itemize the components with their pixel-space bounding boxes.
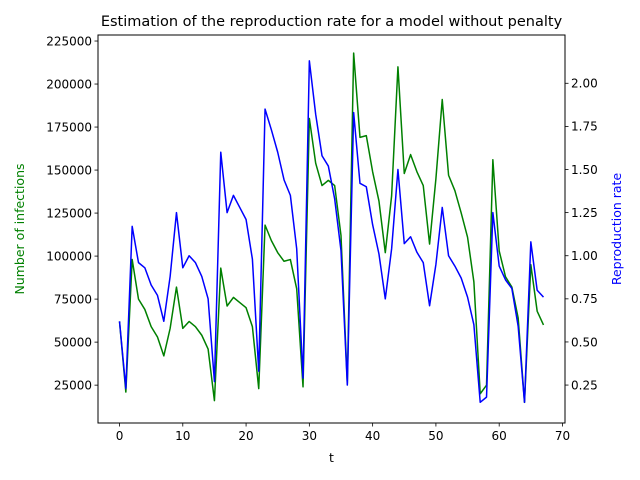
x-axis-ticks: 0 10 20 30 40 50 60 70 bbox=[116, 423, 570, 443]
right-y-tick-label: 1.25 bbox=[571, 206, 598, 220]
x-tick-label: 60 bbox=[492, 429, 507, 443]
x-tick-label: 70 bbox=[555, 429, 570, 443]
right-y-tick-label: 0.25 bbox=[571, 378, 598, 392]
right-y-tick-label: 0.75 bbox=[571, 292, 598, 306]
left-y-tick-label: 75000 bbox=[54, 292, 92, 306]
x-tick-label: 10 bbox=[175, 429, 190, 443]
reproduction-rate-line bbox=[118, 60, 545, 404]
right-y-tick-label: 0.50 bbox=[571, 335, 598, 349]
x-tick-label: 30 bbox=[302, 429, 317, 443]
right-y-tick-label: 2.00 bbox=[571, 77, 598, 91]
right-y-axis-label: Reproduction rate bbox=[609, 173, 624, 286]
left-y-tick-label: 175000 bbox=[46, 120, 92, 134]
left-y-tick-label: 50000 bbox=[54, 335, 92, 349]
left-y-tick-label: 100000 bbox=[46, 249, 92, 263]
chart-title: Estimation of the reproduction rate for … bbox=[101, 14, 563, 30]
x-tick-label: 50 bbox=[428, 429, 443, 443]
plot-area bbox=[118, 52, 545, 404]
left-y-tick-label: 225000 bbox=[46, 34, 92, 48]
left-y-tick-label: 200000 bbox=[46, 77, 92, 91]
left-y-tick-label: 25000 bbox=[54, 378, 92, 392]
x-tick-label: 40 bbox=[365, 429, 380, 443]
left-y-axis-label: Number of infections bbox=[12, 163, 27, 294]
right-y-tick-label: 1.50 bbox=[571, 163, 598, 177]
left-y-tick-label: 125000 bbox=[46, 206, 92, 220]
x-tick-label: 20 bbox=[238, 429, 253, 443]
right-y-tick-label: 1.00 bbox=[571, 249, 598, 263]
left-y-tick-label: 150000 bbox=[46, 163, 92, 177]
left-y-axis-ticks: 25000 50000 75000 100000 125000 150000 175000 2… bbox=[46, 34, 98, 392]
x-tick-label: 0 bbox=[116, 429, 124, 443]
right-y-tick-label: 1.75 bbox=[571, 120, 598, 134]
x-axis-label: t bbox=[329, 450, 334, 465]
right-y-axis-ticks: 0.25 0.50 0.75 1.00 1.25 1.50 1.75 2.00 bbox=[565, 77, 598, 392]
plot-frame bbox=[97, 34, 566, 424]
